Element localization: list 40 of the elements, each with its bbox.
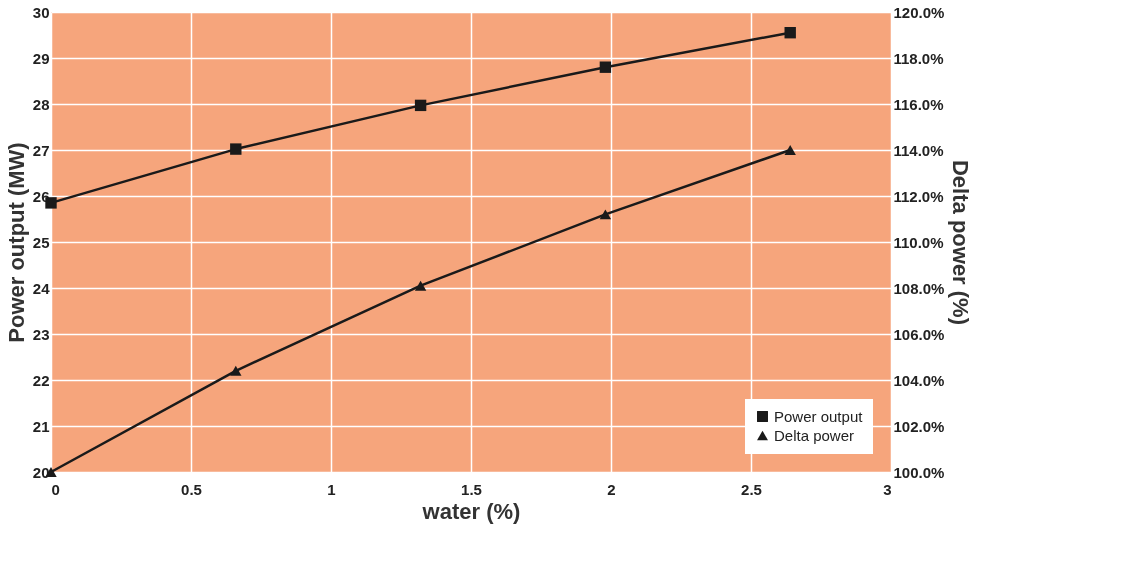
y-tick-label: 21 (32, 417, 50, 435)
point (414, 99, 427, 112)
y-tick-label: 28 (32, 95, 50, 113)
x-tick-label: 3 (883, 480, 892, 498)
point (599, 61, 612, 73)
point (230, 365, 242, 376)
y2-tick-label: 110.0% (893, 233, 944, 251)
y2-axis-title: Delta power (%) (948, 159, 974, 326)
x-tick-label: 1.5 (461, 480, 482, 498)
x-tick-label: 1 (327, 480, 336, 498)
y-tick-label: 23 (32, 325, 50, 343)
y2-tick-label: 116.0% (893, 95, 944, 113)
x-axis-title: water (%) (421, 498, 521, 524)
y-axis-title: Power output (MW) (3, 142, 29, 343)
point (599, 209, 612, 220)
legend-label: Delta power (774, 426, 855, 444)
x-tick-label: 0 (51, 480, 60, 498)
y2-tick-label: 106.0% (893, 325, 945, 343)
y-tick-label: 30 (32, 3, 50, 21)
y-tick-label: 24 (32, 279, 51, 297)
y2-tick-label: 114.0% (893, 141, 944, 159)
y2-tick-label: 104.0% (893, 371, 945, 389)
y2-tick-label: 120.0% (893, 3, 945, 21)
y2-tick-label: 112.0% (893, 187, 944, 205)
legend-label: Power output (774, 407, 864, 425)
y-tick-label: 25 (32, 233, 50, 251)
y2-tick-label: 100.0% (893, 463, 945, 481)
point (784, 145, 796, 155)
point (414, 280, 427, 291)
y-tick-label: 22 (32, 371, 50, 389)
point (230, 143, 242, 155)
y2-tick-label: 118.0% (893, 49, 944, 67)
y-tick-label: 29 (32, 49, 50, 67)
y-tick-label: 27 (32, 141, 50, 159)
x-tick-label: 0.5 (181, 480, 202, 498)
y2-tick-label: 108.0% (893, 279, 945, 297)
x-tick-label: 2.5 (741, 480, 762, 498)
point (784, 27, 796, 39)
y2-tick-label: 102.0% (893, 417, 945, 435)
x-tick-label: 2 (607, 480, 616, 498)
